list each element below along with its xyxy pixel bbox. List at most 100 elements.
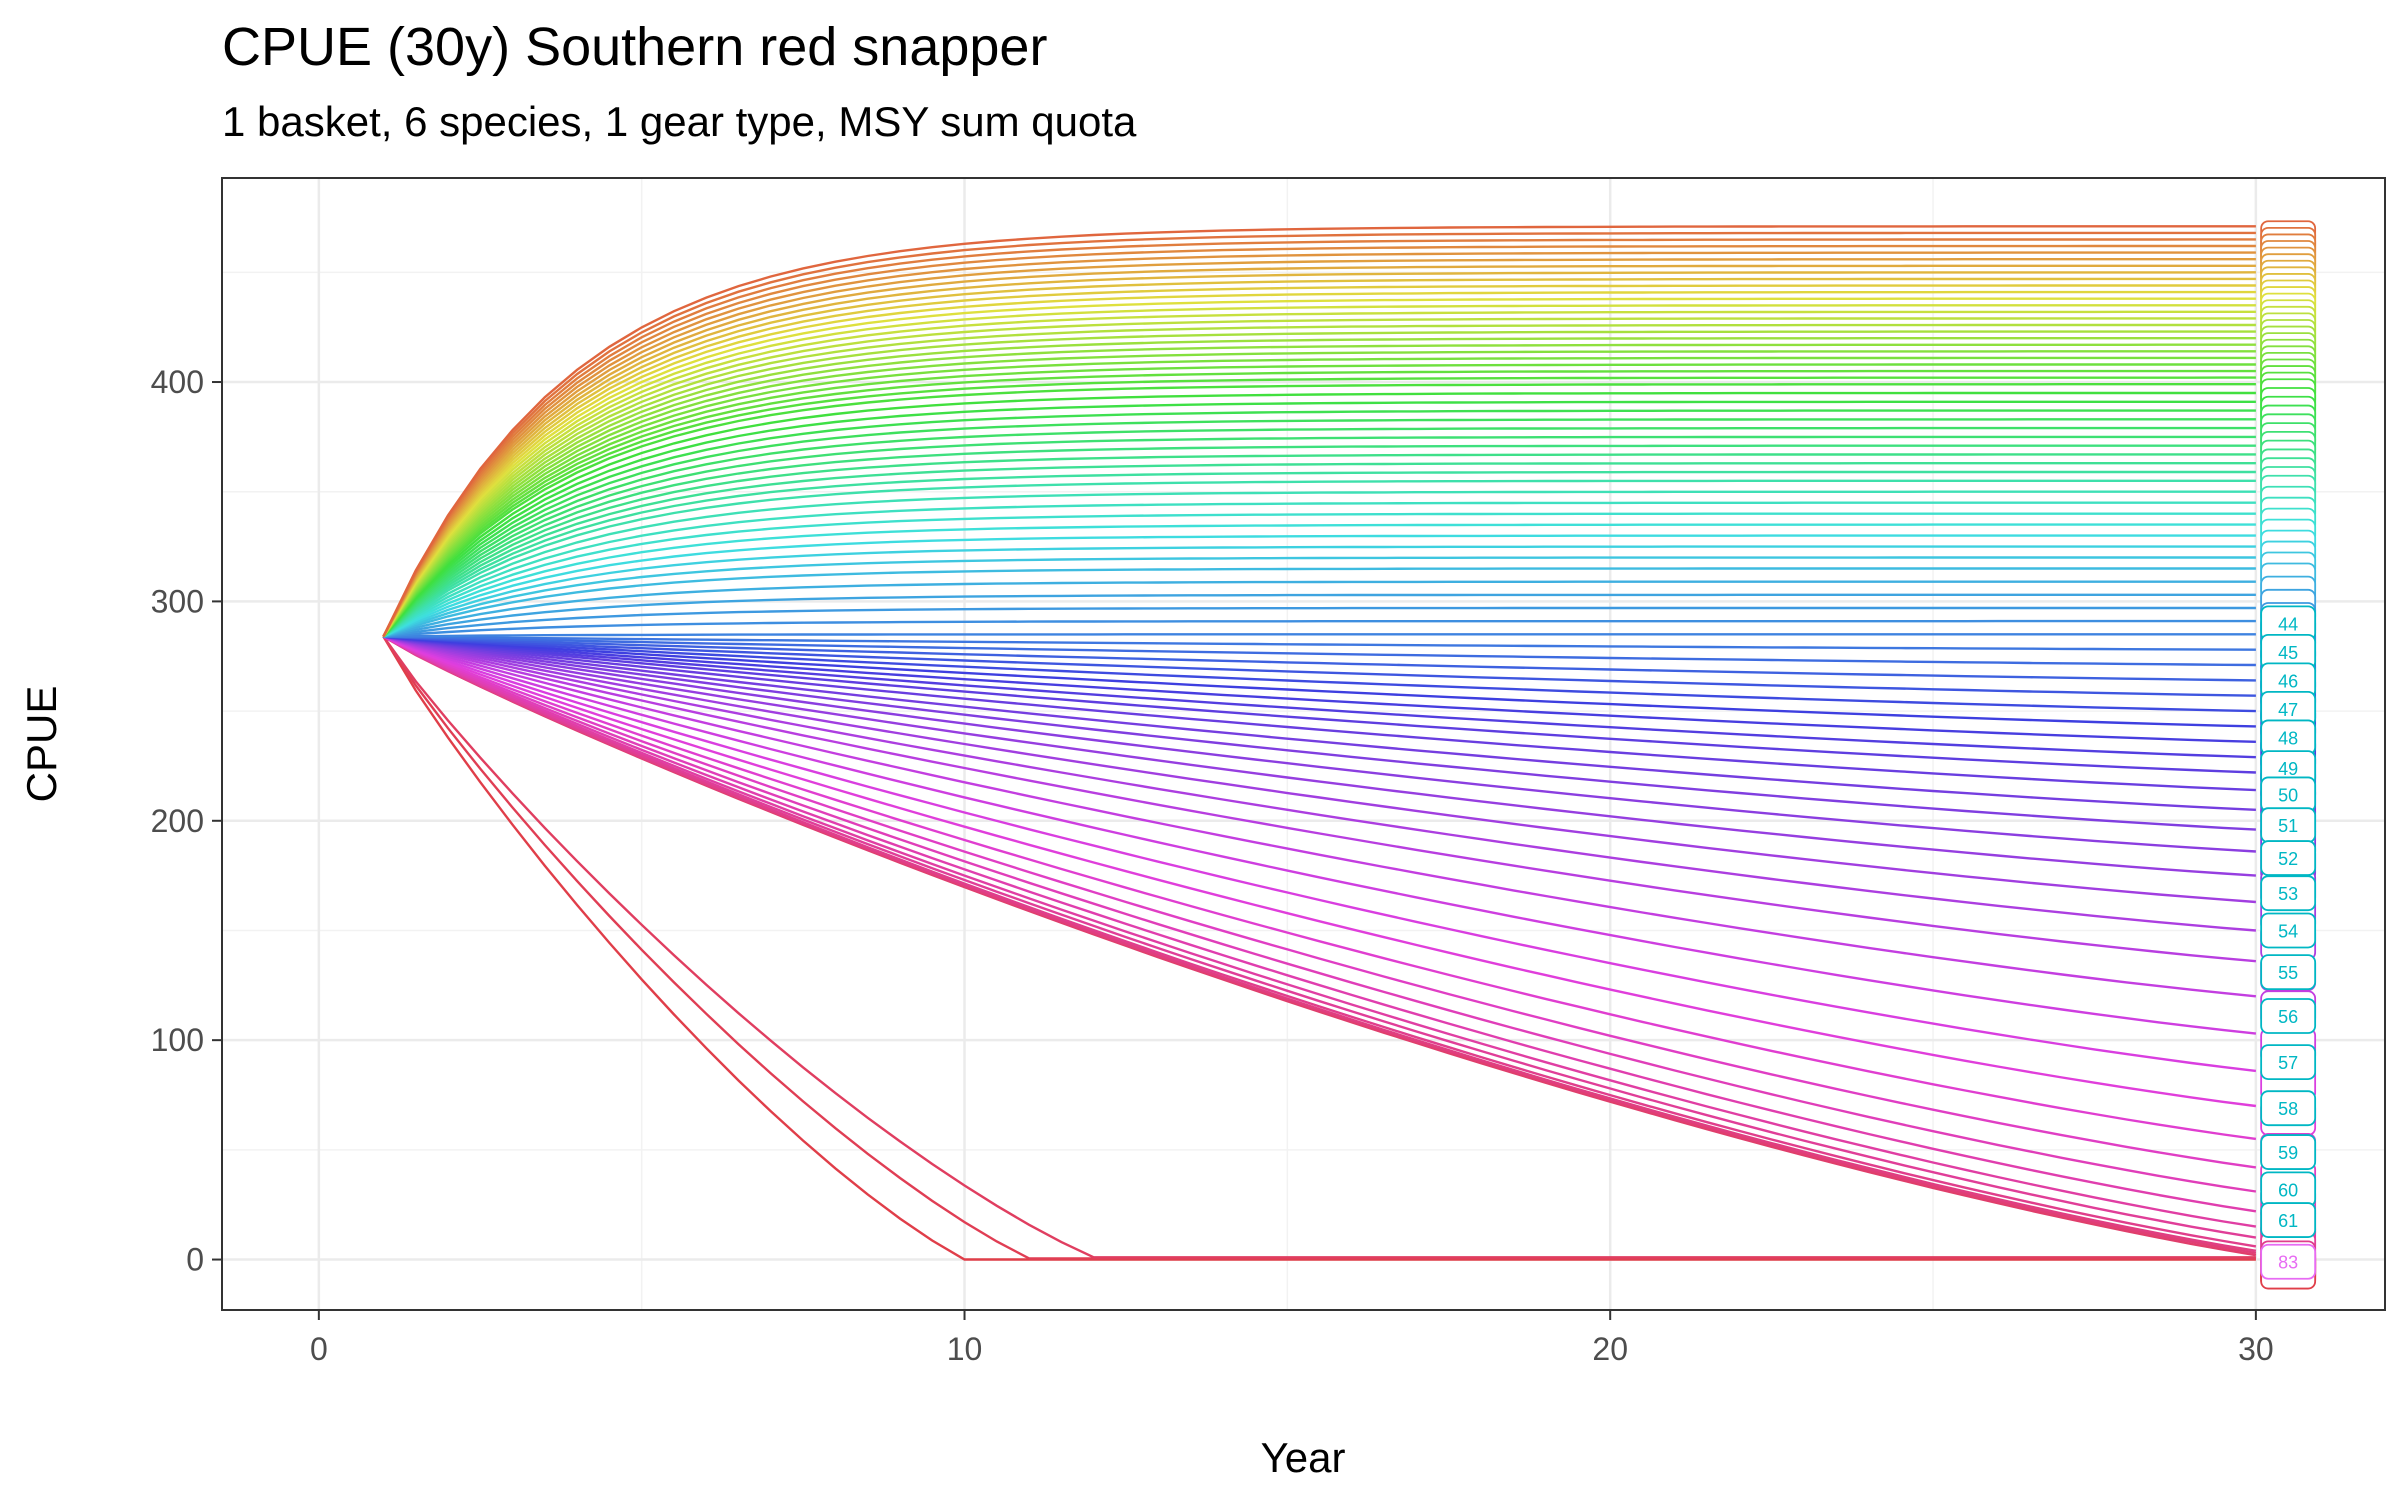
x-tick-label: 30: [2238, 1331, 2274, 1367]
end-label-text: 56: [2278, 1007, 2298, 1027]
series-line: [382, 635, 2257, 1228]
end-label-frame: [2260, 840, 2317, 876]
end-label-text: 55: [2278, 963, 2298, 983]
series-line: [382, 635, 2256, 1259]
series-line: [382, 426, 2256, 638]
end-label: 55: [2260, 954, 2317, 991]
end-label-frame: [2260, 1243, 2317, 1280]
series-line: [383, 567, 2256, 638]
series-line: [382, 244, 2256, 638]
series-line: [383, 635, 2256, 667]
series-line: [382, 376, 2256, 638]
end-label-text: 46: [2278, 671, 2298, 691]
series-line: [382, 363, 2256, 638]
series-line: [383, 606, 2256, 638]
end-label-frame: [2260, 1202, 2317, 1238]
series-line: [383, 635, 2256, 811]
series-line: [383, 635, 2256, 713]
end-label-text: 51: [2278, 816, 2298, 836]
series-line: [382, 462, 2256, 638]
y-axis-title: CPUE: [18, 686, 65, 803]
series-line: [382, 356, 2256, 638]
series-line: [382, 290, 2256, 638]
series-line: [383, 635, 2256, 932]
end-label-frame: [2260, 912, 2317, 949]
series-line: [383, 593, 2256, 638]
series-line: [382, 635, 2257, 1193]
end-label: 58: [2260, 1090, 2317, 1127]
end-label-text: 54: [2278, 921, 2298, 941]
end-label: 50: [2260, 776, 2317, 813]
series-line: [382, 444, 2256, 638]
series-line: [382, 304, 2256, 638]
end-label-text: 50: [2278, 785, 2298, 805]
end-label-frame: [2260, 875, 2317, 912]
x-tick-label: 20: [1592, 1331, 1628, 1367]
series-line: [383, 635, 2256, 697]
series-line: [382, 231, 2256, 638]
end-label: 57: [2260, 1044, 2317, 1081]
end-label: 53: [2260, 875, 2317, 912]
end-label: 52: [2260, 840, 2317, 876]
end-label: 47: [2260, 690, 2317, 727]
end-label-text: 60: [2278, 1180, 2298, 1200]
series-line: [382, 470, 2256, 638]
series-line: [382, 479, 2256, 638]
end-label-text: 53: [2278, 884, 2298, 904]
series-line: [382, 635, 2257, 1213]
series-line: [382, 523, 2256, 638]
series-line: [382, 297, 2256, 638]
series-line: [382, 310, 2256, 638]
end-label: 46: [2260, 662, 2317, 699]
series-line: [382, 418, 2256, 638]
end-label: 56: [2260, 998, 2317, 1034]
y-tick-label: 300: [151, 583, 204, 619]
series-line: [382, 251, 2256, 638]
x-tick-label: 0: [310, 1331, 328, 1367]
y-tick-label: 100: [151, 1022, 204, 1058]
series-line: [382, 350, 2256, 638]
series-line: [382, 435, 2256, 638]
series-line: [382, 391, 2256, 638]
chart-title: CPUE (30y) Southern red snapper: [222, 17, 1048, 77]
y-tick-label: 400: [151, 364, 204, 400]
end-label-text: 47: [2278, 700, 2298, 720]
end-label: 54: [2260, 912, 2317, 949]
series-line: [383, 635, 2256, 682]
end-label-frame: [2260, 1090, 2317, 1127]
end-label: 61: [2260, 1202, 2317, 1238]
x-axis-title: Year: [1261, 1434, 1346, 1481]
series-line: [382, 556, 2256, 638]
series-line: [382, 225, 2256, 638]
end-label-boxes: 44 45 46 47 48 49 50 51 52 53 54 55 56 57 58 59 60 61 83: [2260, 220, 2317, 1290]
series-line: [383, 635, 2256, 759]
end-label: 60: [2260, 1171, 2317, 1208]
series-line: [382, 343, 2256, 638]
end-label: 51: [2260, 807, 2317, 844]
y-tick-label: 0: [186, 1242, 204, 1278]
plot-border: [221, 177, 2386, 1311]
series-line: [383, 635, 2256, 877]
series-lines: [382, 225, 2257, 1261]
series-line: [382, 490, 2256, 638]
series-line: [383, 580, 2256, 638]
series-line: [383, 635, 2256, 743]
series-line: [382, 635, 2257, 1248]
series-line: [383, 635, 2257, 963]
series-line: [382, 271, 2256, 638]
end-label-text: 52: [2278, 849, 2298, 869]
series-line: [382, 453, 2256, 638]
series-line: [382, 635, 2257, 1169]
series-line: [383, 635, 2256, 904]
x-axis: 0 10 20 30: [310, 1310, 2274, 1367]
end-label: 83: [2260, 1243, 2317, 1280]
series-line: [382, 545, 2256, 638]
chart-subtitle: 1 basket, 6 species, 1 gear type, MSY su…: [222, 98, 1137, 145]
end-label-text: 83: [2278, 1253, 2298, 1273]
series-line: [382, 501, 2256, 638]
series-line: [382, 369, 2256, 638]
end-label-frame: [2260, 954, 2317, 991]
end-label-frame: [2260, 1044, 2317, 1081]
end-label-frame: [2260, 1134, 2317, 1170]
